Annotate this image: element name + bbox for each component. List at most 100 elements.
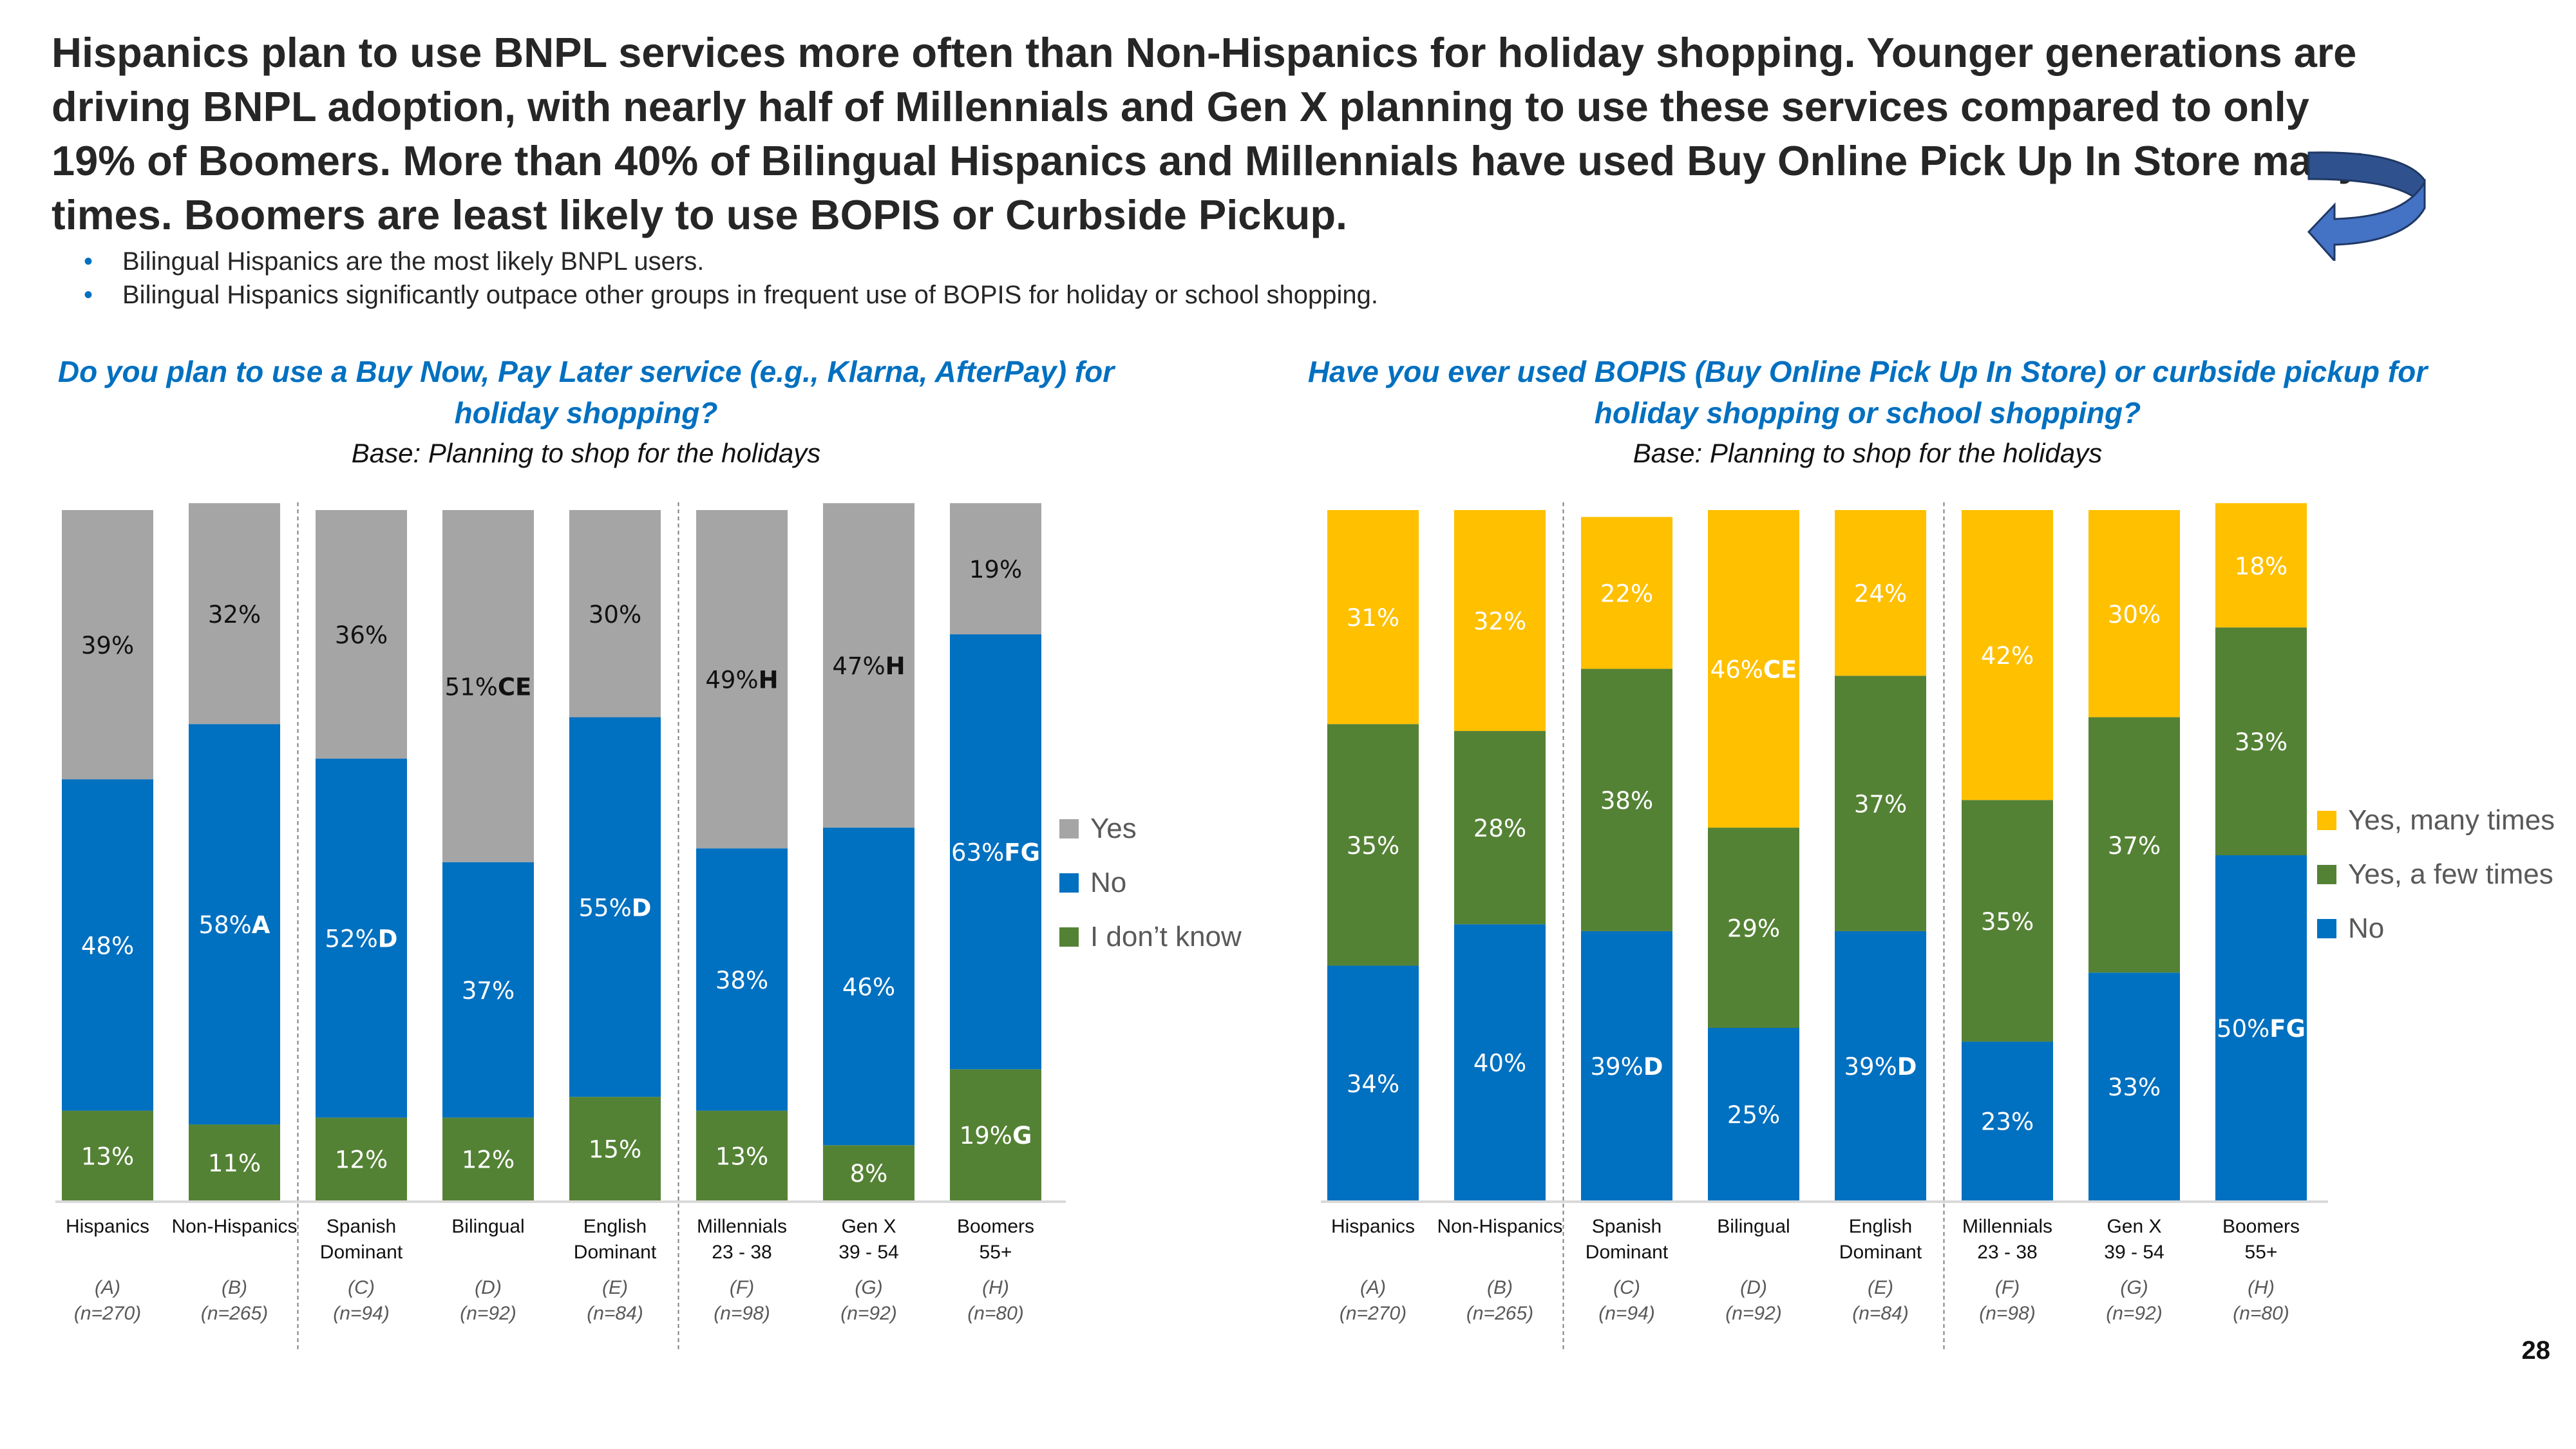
category-code: (H) (2248, 1277, 2275, 1298)
data-label: 50%FG (2217, 1015, 2306, 1043)
data-label-value: 52% (325, 925, 378, 953)
category-subname (414, 1240, 562, 1265)
bar-segment (1581, 668, 1672, 931)
significance-letter: D (378, 925, 398, 953)
data-label-value: 11% (208, 1150, 261, 1177)
bar-segment (189, 724, 280, 1125)
bar-segment (316, 758, 407, 1118)
data-label: 35% (1347, 832, 1399, 860)
legend-item-dont-know: I don’t know (1059, 910, 1242, 964)
bar-segment (1708, 828, 1799, 1028)
category-subname: Dominant (573, 1242, 657, 1263)
category-subname: 23 - 38 (712, 1242, 772, 1263)
category-code: (G) (2120, 1277, 2148, 1298)
category-subname (33, 1240, 182, 1265)
stacked-bar: 39%D 38% 22% (1581, 516, 1672, 1200)
data-label-value: 12% (335, 1146, 388, 1174)
category-subname: 23 - 38 (1977, 1242, 2038, 1263)
sample-size: (n=270) (1339, 1303, 1407, 1324)
bar-segment (316, 1117, 407, 1200)
category-name: Millennials (696, 1216, 788, 1237)
category-subname: 39 - 54 (838, 1242, 899, 1263)
data-label: 40% (1473, 1050, 1526, 1077)
data-label-value: 32% (208, 601, 261, 629)
sample-size: (n=80) (967, 1303, 1024, 1324)
bar-segment (823, 503, 914, 828)
legend-item-no: No (1059, 856, 1242, 910)
data-label-value: 51% (445, 673, 498, 701)
category-label: Gen X 39 - 54 (G) (n=92) (2060, 1214, 2208, 1327)
data-label: 11% (208, 1150, 261, 1177)
data-label: 22% (1600, 580, 1653, 608)
category-label: Bilingual (D) (n=92) (1680, 1214, 1828, 1327)
bar-segment (442, 510, 534, 862)
data-label-value: 63% (951, 839, 1004, 867)
category-label: Hispanics (A) (n=270) (1299, 1214, 1447, 1327)
bar-segment (2215, 503, 2307, 628)
category-code: (H) (982, 1277, 1009, 1298)
bar-segment (1454, 924, 1546, 1200)
legend-label: Yes (1090, 813, 1137, 844)
data-label-value: 37% (2108, 832, 2161, 860)
data-label-value: 29% (1727, 915, 1780, 943)
key-finding-text: Bilingual Hispanics are the most likely … (122, 247, 705, 276)
data-label-value: 39% (1591, 1053, 1643, 1081)
data-label-value: 13% (81, 1142, 134, 1170)
stacked-bar: 23% 35% 42% (1962, 510, 2053, 1200)
sample-size: (n=265) (1466, 1303, 1534, 1324)
sample-size: (n=92) (2106, 1303, 2163, 1324)
data-label-value: 58% (199, 911, 252, 939)
data-label: 35% (1981, 908, 2034, 936)
bar-segment (1835, 676, 1926, 931)
category-name: Spanish (1591, 1216, 1662, 1237)
category-label: Non-Hispanics (B) (n=265) (160, 1214, 308, 1327)
legend-swatch (2317, 919, 2336, 938)
bar-segment (1835, 931, 1926, 1200)
category-code: (B) (222, 1277, 247, 1298)
data-label-value: 30% (589, 601, 641, 629)
stacked-bar: 40% 28% 32% (1454, 510, 1546, 1200)
key-finding: • Bilingual Hispanics significantly outpa… (77, 278, 1378, 312)
legend-swatch (1059, 873, 1079, 893)
sample-size: (n=94) (1598, 1303, 1655, 1324)
data-label-value: 18% (2235, 553, 2287, 580)
bar-segment (569, 717, 661, 1097)
data-label: 12% (335, 1146, 388, 1174)
bar-segment (62, 779, 153, 1111)
data-label: 52%D (325, 925, 398, 953)
bar-segment (2215, 627, 2307, 855)
category-subname: Dominant (1585, 1242, 1669, 1263)
data-label: 18% (2235, 553, 2287, 580)
category-code: (E) (602, 1277, 628, 1298)
category-name: Hispanics (1331, 1216, 1416, 1237)
data-label-value: 19% (960, 1122, 1012, 1150)
category-subname (1680, 1240, 1828, 1265)
legend-label: No (2348, 913, 2385, 944)
category-label: Spanish Dominant (C) (n=94) (287, 1214, 435, 1327)
legend-swatch (2317, 865, 2336, 884)
category-label: Boomers 55+ (H) (n=80) (922, 1214, 1070, 1327)
data-label: 37% (1854, 791, 1907, 819)
category-code: (C) (1613, 1277, 1640, 1298)
data-label-value: 34% (1347, 1070, 1399, 1098)
stacked-bar: 25% 29% 46%CE (1708, 510, 1799, 1200)
data-label: 12% (462, 1146, 515, 1174)
data-label: 33% (2235, 728, 2287, 756)
category-code: (C) (348, 1277, 375, 1298)
key-finding-text: Bilingual Hispanics significantly outpac… (122, 281, 1379, 309)
significance-letter: D (1897, 1053, 1917, 1081)
category-code: (G) (855, 1277, 883, 1298)
key-findings-list: • Bilingual Hispanics are the most likely… (77, 245, 1378, 312)
bar-segment (1962, 1041, 2053, 1200)
data-label: 30% (589, 601, 641, 629)
category-label: Non-Hispanics (B) (n=265) (1426, 1214, 1574, 1327)
category-name: Hispanics (65, 1216, 150, 1237)
data-label-value: 47% (832, 652, 885, 680)
data-label-value: 24% (1854, 580, 1907, 608)
bar-segment (1327, 724, 1419, 966)
bar-segment (2088, 972, 2180, 1200)
bar-segment (2088, 510, 2180, 717)
curved-arrow-front (2307, 178, 2426, 261)
bar-segment (189, 503, 280, 724)
